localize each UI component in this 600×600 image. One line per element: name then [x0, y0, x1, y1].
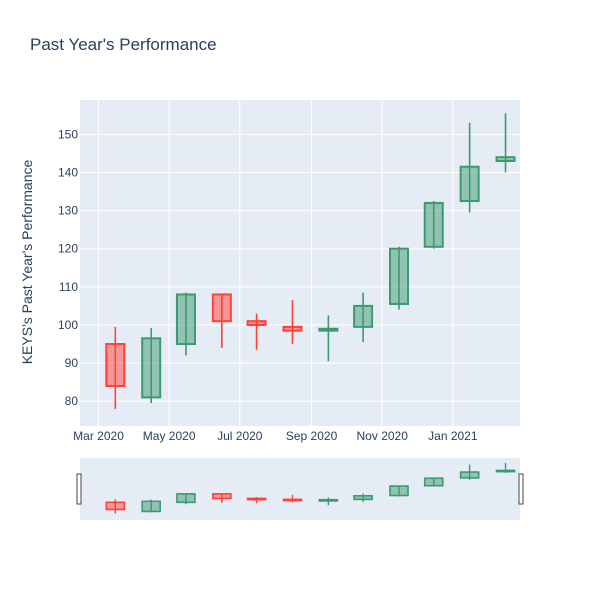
x-tick-label: Sep 2020 — [286, 429, 338, 443]
slider-candle-body — [282, 498, 303, 502]
candle-increasing — [423, 201, 444, 248]
candle-decreasing — [282, 325, 303, 332]
candle-increasing — [495, 156, 516, 163]
candle-decreasing — [211, 293, 232, 323]
x-tick-label: Mar 2020 — [73, 429, 124, 443]
slider-candle-body — [105, 501, 126, 511]
candle-decreasing — [105, 343, 126, 387]
chart-title: Past Year's Performance — [30, 35, 217, 54]
range-slider-left-handle[interactable] — [76, 473, 82, 505]
candle-increasing — [318, 327, 339, 332]
x-tick-label: Jul 2020 — [217, 429, 263, 443]
y-tick-label: 90 — [65, 356, 79, 370]
y-axis-label: KEYS's Past Year's Performance — [19, 160, 35, 365]
y-tick-label: 80 — [65, 394, 79, 408]
candle-increasing — [389, 247, 409, 305]
slider-candle-body — [495, 469, 516, 473]
candles — [105, 113, 516, 409]
slider-candle-body — [318, 498, 339, 502]
candle-increasing — [353, 304, 374, 328]
candle-increasing — [175, 293, 196, 346]
candle-increasing — [459, 165, 480, 203]
range-slider-right-handle[interactable] — [518, 473, 524, 505]
y-axis-ticks: 80 90 100 110 120 130 140 150 — [58, 127, 78, 408]
candle-decreasing — [246, 320, 267, 326]
x-axis-ticks: Mar 2020 May 2020 Jul 2020 Sep 2020 Nov 2020… — [73, 429, 478, 443]
grid-lines — [80, 100, 520, 426]
y-tick-label: 150 — [58, 127, 78, 141]
y-tick-label: 130 — [58, 204, 78, 218]
x-tick-label: May 2020 — [143, 429, 196, 443]
y-tick-label: 120 — [58, 242, 78, 256]
slider-candle-body — [423, 477, 444, 487]
slider-candle-body — [389, 485, 409, 497]
slider-candle-body — [141, 500, 162, 513]
y-tick-label: 100 — [58, 318, 78, 332]
slider-candle-body — [176, 493, 196, 504]
y-tick-label: 110 — [59, 280, 78, 294]
candle-increasing — [141, 337, 162, 399]
slider-candle-body — [459, 471, 480, 479]
range-slider-candles — [105, 462, 516, 514]
x-tick-label: Jan 2021 — [428, 429, 478, 443]
x-tick-label: Nov 2020 — [357, 429, 409, 443]
slider-candle-body — [353, 495, 373, 501]
slider-candle-body — [212, 493, 232, 500]
slider-candle-body — [246, 497, 267, 501]
y-tick-label: 140 — [58, 165, 78, 179]
